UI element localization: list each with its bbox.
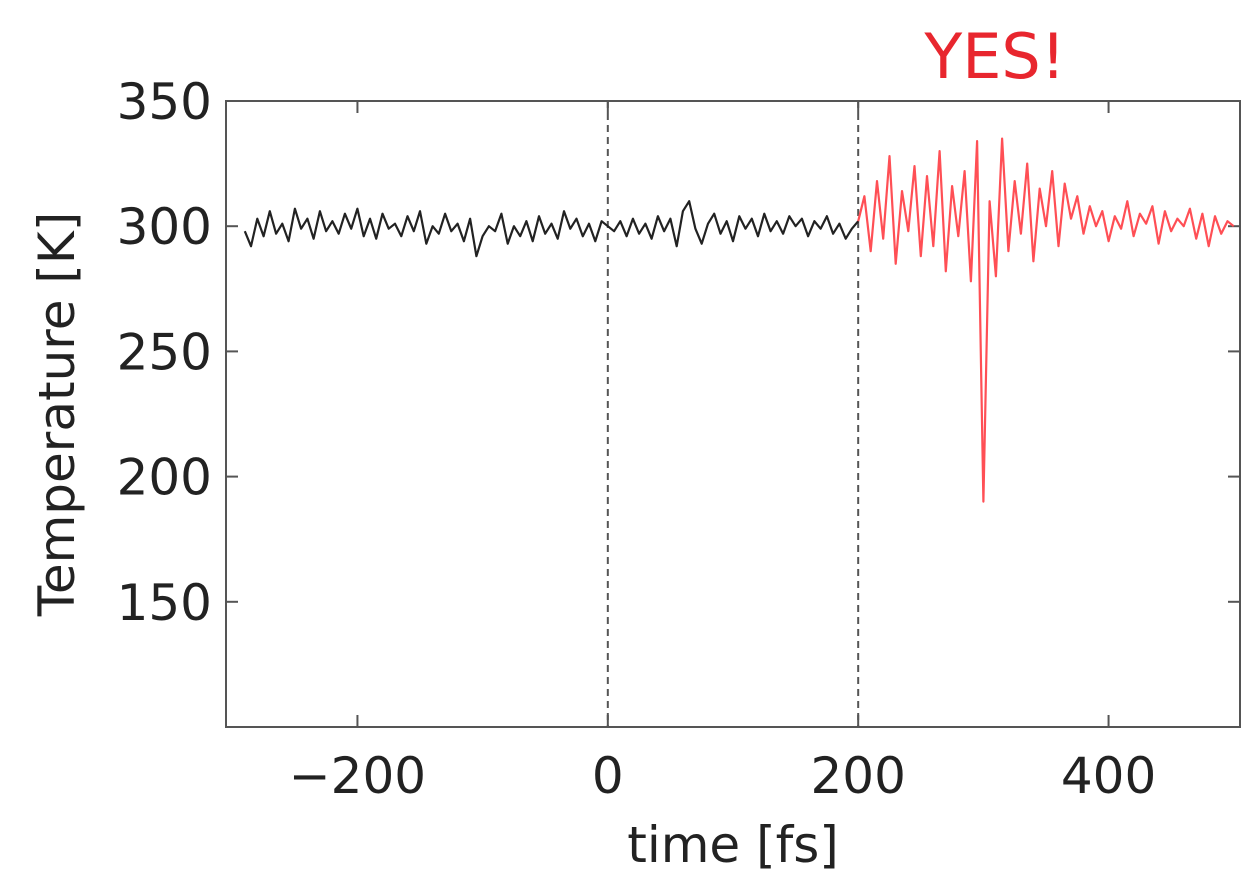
y-tick-label-4: 350 [117, 73, 212, 131]
annotation-yes: YES! [923, 20, 1065, 93]
plot-frame [225, 100, 1241, 728]
x-tick-label-2: 200 [810, 747, 905, 805]
axis-ticks [226, 100, 1240, 727]
x-tick-label-3: 400 [1061, 747, 1156, 805]
plot-area [225, 100, 1241, 728]
series-layer [243, 137, 1235, 503]
x-tick-label-0: −200 [289, 747, 426, 805]
series-line-1 [857, 137, 1235, 503]
y-tick-label-3: 300 [117, 198, 212, 256]
y-tick-label-1: 200 [117, 449, 212, 507]
x-tick-label-1: 0 [592, 747, 624, 805]
y-tick-label-0: 150 [117, 574, 212, 632]
y-axis-label: Temperature [K] [28, 212, 86, 617]
series-line-0 [243, 200, 860, 258]
x-axis-label: time [fs] [627, 816, 839, 874]
tick-labels: −200 0 200 400 150 200 250 300 350 [117, 73, 1157, 805]
y-tick-label-2: 250 [117, 323, 212, 381]
reference-lines [606, 101, 860, 727]
